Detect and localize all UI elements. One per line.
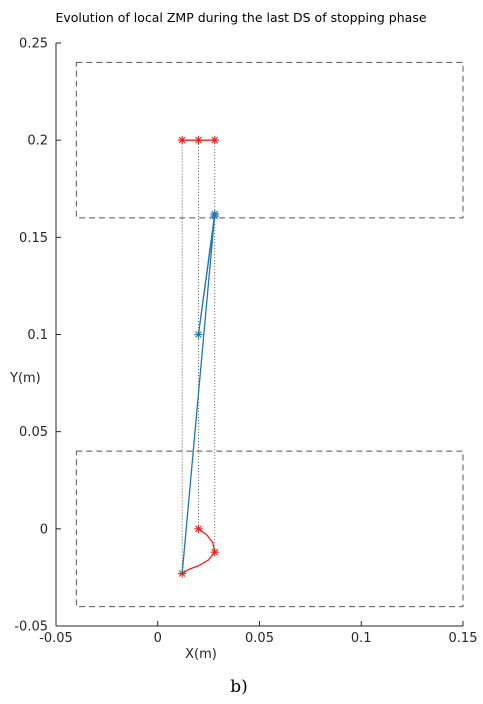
series-1-point [194,524,203,534]
y-tick-label: 0 [40,522,48,537]
guide-lines [181,140,216,574]
x-tick-label: 0 [154,631,162,646]
y-tick-label: 0.1 [27,328,48,343]
y-tick-label: 0.25 [19,37,48,52]
axes: -0.05 0 0.05 0.1 0.15 -0.05 0 0.05 0.1 0.15 0.2 0.2… [14,37,477,647]
chart-title: Evolution of local ZMP during the last D… [55,10,426,25]
data-series [177,135,219,578]
x-axis-label: X(m) [185,647,217,662]
series-3-point [194,330,203,339]
series-2-point [210,135,219,145]
y-axis-label: Y(m) [9,371,41,386]
y-tick-label: 0.2 [27,134,48,149]
figure-caption: b) [230,677,248,697]
y-tick-label: -0.05 [14,620,48,635]
x-tick-label: 0.05 [245,631,274,646]
support-region-2 [75,450,464,608]
support-region-1 [75,61,464,219]
x-tick-label: -0.05 [39,631,73,646]
series-3-line [181,213,216,574]
support-regions [75,61,464,608]
y-tick-label: 0.05 [19,425,48,440]
x-tick-label: 0.15 [449,631,478,646]
series-1-point [210,547,219,557]
series-1-line [181,528,216,575]
series-2-point [177,135,187,145]
series-3-point [210,211,219,221]
y-tick-label: 0.15 [19,231,48,246]
x-tick-label: 0.1 [351,631,372,646]
series-2-point [194,135,203,145]
